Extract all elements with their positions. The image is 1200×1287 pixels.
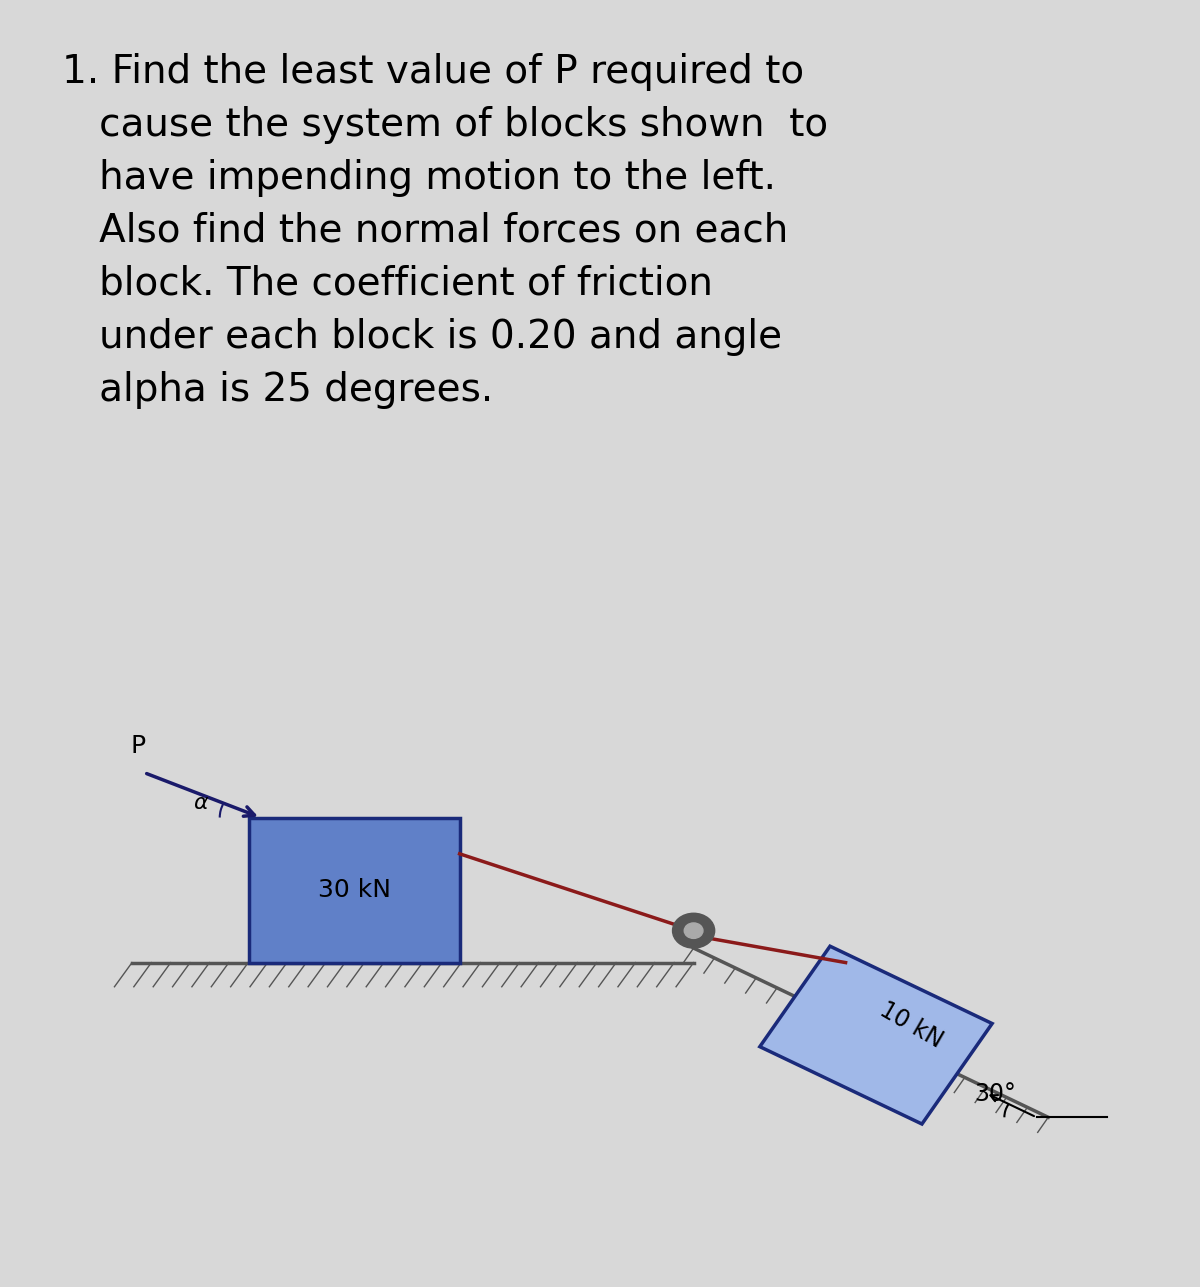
- Text: α: α: [193, 793, 208, 812]
- Text: 30°: 30°: [974, 1081, 1016, 1106]
- Text: 1. Find the least value of P required to
   cause the system of blocks shown  to: 1. Find the least value of P required to…: [62, 53, 828, 409]
- Text: 30 kN: 30 kN: [318, 878, 391, 902]
- Text: P: P: [131, 734, 145, 758]
- Bar: [250, 817, 460, 963]
- Circle shape: [672, 914, 715, 949]
- Circle shape: [684, 923, 703, 938]
- Text: 10 kN: 10 kN: [875, 997, 947, 1053]
- Polygon shape: [760, 946, 992, 1124]
